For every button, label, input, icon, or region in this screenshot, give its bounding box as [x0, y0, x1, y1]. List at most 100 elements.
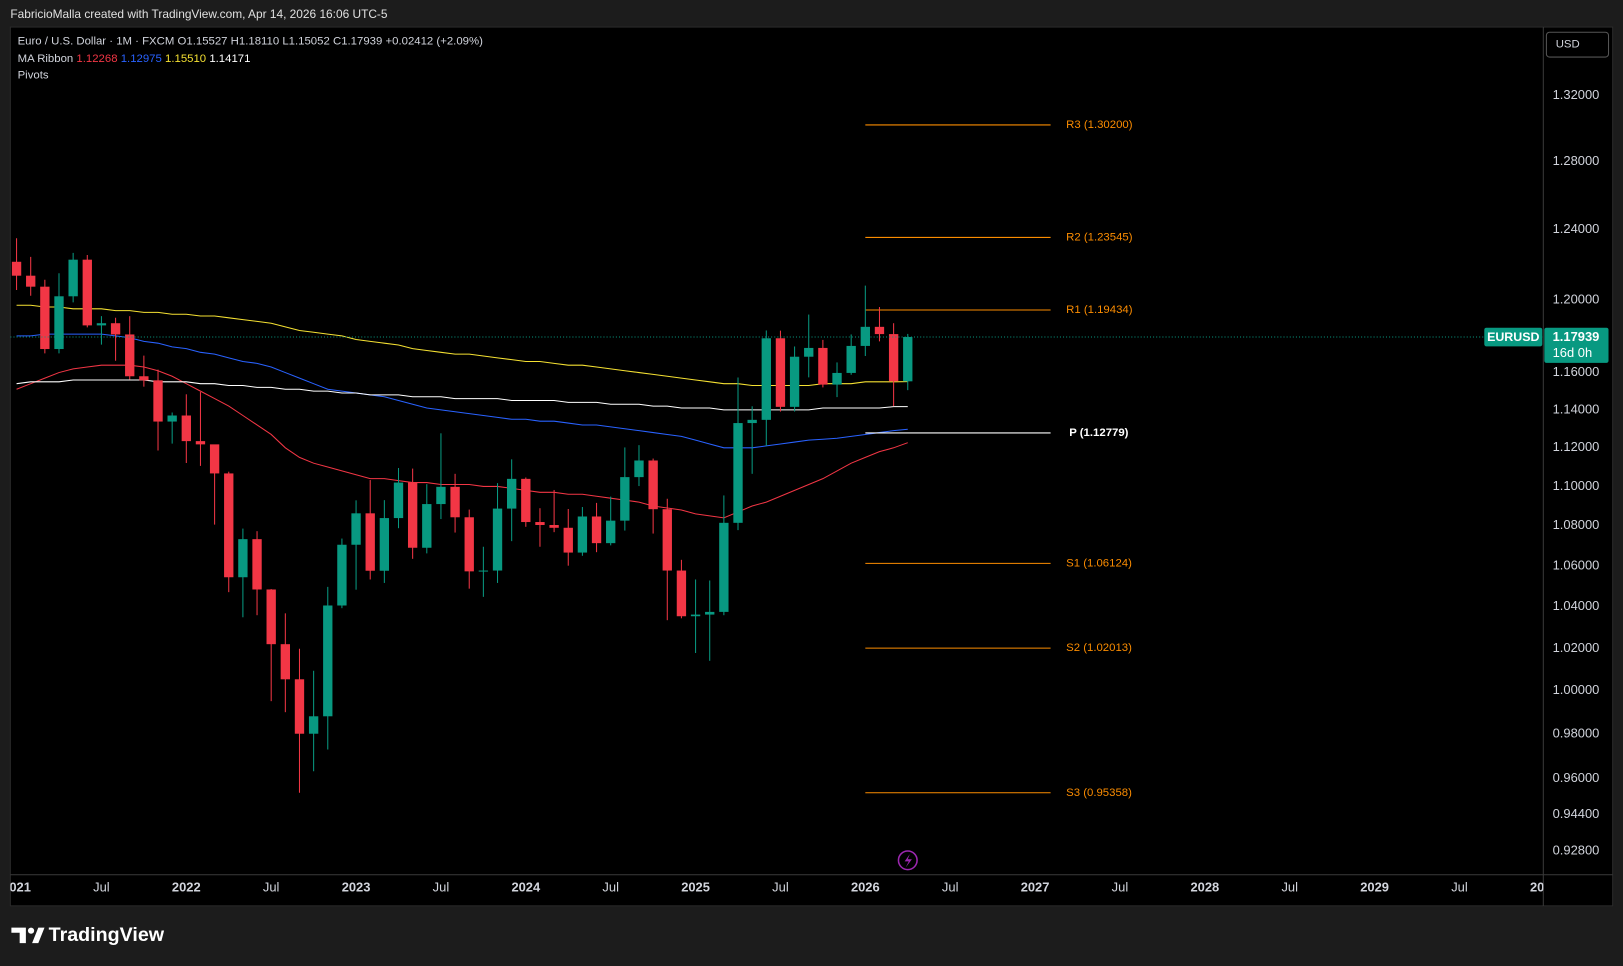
candle-body	[379, 518, 390, 571]
candle-body	[549, 525, 559, 528]
candle-body	[139, 376, 149, 381]
pivot-label: R2 (1.23545)	[1066, 231, 1133, 243]
candle-body	[181, 415, 191, 442]
candle-body	[125, 334, 135, 377]
candle-body	[308, 716, 319, 734]
ohlc-value: 1.18110	[239, 36, 279, 48]
candle-body	[535, 522, 545, 526]
candle-body	[238, 539, 248, 578]
logo-shape	[11, 927, 26, 944]
candle-body	[634, 460, 644, 478]
currency[interactable]: USD	[1556, 39, 1580, 51]
x-tick-label: 2026	[851, 880, 880, 895]
price-axis: 1.32000 1.28000 1.24000 1.20000 1.16000 1.140…	[1484, 87, 1609, 857]
candle-body	[690, 614, 701, 617]
candle-body	[903, 337, 913, 382]
candle-body	[209, 444, 220, 474]
x-tick-label: Jul	[772, 880, 789, 895]
legend-line-3: Pivots	[18, 70, 49, 82]
y-tick-label: 0.98000	[1553, 726, 1600, 741]
ohlc-label: C	[333, 36, 341, 48]
candle-body	[40, 286, 50, 350]
ma-title: MA Ribbon	[18, 53, 74, 65]
candle-body	[606, 520, 616, 544]
ma-value: 1.15510	[165, 53, 206, 65]
candle-body	[804, 347, 814, 357]
logo-shape	[32, 927, 45, 944]
candle-body	[874, 326, 885, 335]
y-tick-label: 1.14000	[1553, 401, 1600, 416]
candle-body	[464, 517, 474, 572]
candle-body	[422, 504, 432, 548]
y-tick-label: 1.32000	[1553, 87, 1600, 102]
y-tick-label: 1.16000	[1553, 364, 1600, 379]
candle-body	[11, 261, 22, 276]
candle-body	[167, 415, 177, 422]
legend-line-2: MA Ribbon 1.12268 1.12975 1.15510 1.1417…	[18, 53, 251, 65]
candle-body	[365, 513, 375, 571]
candle-body	[761, 338, 771, 420]
candle-body	[96, 323, 107, 326]
candle-body	[337, 544, 347, 606]
candle-body	[832, 372, 842, 385]
candle-body	[280, 644, 291, 680]
pivot-label: S2 (1.02013)	[1066, 642, 1132, 654]
ma-line	[16, 364, 908, 519]
candle-body	[733, 423, 743, 523]
candle-body	[818, 347, 828, 385]
time-axis: 2021 Jul 2022 Jul 2023 Jul 2024 Jul 2025 Jul 2026 J…	[10, 880, 1559, 895]
x-tick-label: Jul	[602, 880, 619, 895]
candle-body	[860, 326, 870, 346]
candle-body	[351, 513, 361, 545]
x-tick-label: Jul	[1281, 880, 1298, 895]
x-tick-label: 2030	[1530, 880, 1559, 895]
ohlc-label: H	[231, 36, 239, 48]
candle-body	[577, 516, 588, 553]
x-tick-label: Jul	[1451, 880, 1468, 895]
ma-value: 1.12975	[121, 53, 162, 65]
candle-body	[450, 486, 460, 518]
candle-body	[705, 611, 715, 615]
y-tick-label: 0.96000	[1553, 770, 1600, 785]
y-tick-label: 1.12000	[1553, 439, 1600, 454]
candle-body	[747, 419, 757, 424]
candle-body	[68, 259, 78, 297]
candle-body	[507, 478, 517, 509]
candle-body	[266, 589, 276, 645]
x-tick-label: Jul	[433, 880, 450, 895]
candle-body	[54, 296, 64, 350]
y-tick-label: 1.02000	[1553, 640, 1600, 655]
price-tag: 1.17939	[1553, 329, 1600, 344]
candle-body	[407, 482, 418, 548]
symbol: Euro / U.S. Dollar · 1M · FXCM	[18, 36, 175, 48]
candle-body	[676, 570, 687, 617]
chart-area	[9, 26, 1614, 907]
plot: R3 (1.30200) R2 (1.23545) R1 (1.19434) P (1…	[10, 119, 1544, 799]
brand-logo	[11, 927, 45, 944]
ohlc-label: O	[178, 36, 187, 48]
candle-body	[591, 516, 602, 544]
candle-body	[323, 605, 333, 717]
y-tick-label: 1.24000	[1553, 221, 1600, 236]
candle-body	[26, 275, 36, 287]
x-tick-label: Jul	[263, 880, 280, 895]
candle-body	[620, 477, 630, 521]
event-icon[interactable]	[897, 850, 918, 871]
x-tick-label: 2023	[342, 880, 371, 895]
event-bolt	[904, 854, 912, 868]
candle-body	[719, 522, 729, 612]
candle-body	[888, 334, 899, 382]
y-tick-label: 0.92800	[1553, 842, 1600, 857]
candle-body	[153, 380, 163, 422]
x-tick-label: Jul	[942, 880, 959, 895]
x-tick-label: 2027	[1021, 880, 1050, 895]
candle-body	[195, 441, 206, 445]
candle-body	[789, 356, 800, 407]
ma-line	[16, 379, 908, 411]
candle-body	[252, 539, 262, 590]
price-tag-bg	[1544, 327, 1609, 363]
candle-body	[393, 482, 404, 519]
currency-button[interactable]	[1545, 31, 1610, 58]
ma-line	[16, 333, 908, 449]
